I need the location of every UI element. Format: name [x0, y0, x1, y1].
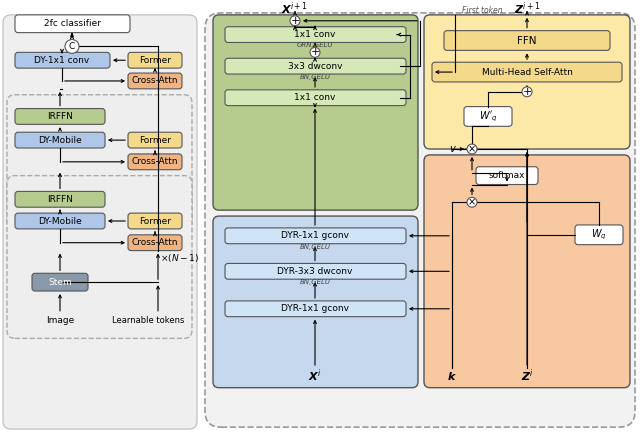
Text: v: v [449, 144, 455, 154]
Text: DYR-1x1 gconv: DYR-1x1 gconv [281, 304, 349, 313]
Text: Stem: Stem [48, 277, 72, 287]
Circle shape [522, 87, 532, 97]
FancyBboxPatch shape [128, 154, 182, 170]
Text: Cross-Attn: Cross-Attn [132, 157, 179, 166]
FancyBboxPatch shape [225, 90, 406, 106]
FancyBboxPatch shape [7, 95, 192, 230]
FancyBboxPatch shape [15, 52, 110, 68]
Text: ×: × [468, 197, 476, 207]
Text: +: + [522, 87, 532, 97]
FancyBboxPatch shape [225, 27, 406, 42]
FancyBboxPatch shape [15, 213, 105, 229]
Text: $\boldsymbol{Z}^{i+1}$: $\boldsymbol{Z}^{i+1}$ [514, 0, 540, 17]
Text: DY-Mobile: DY-Mobile [38, 135, 82, 145]
Text: $\boldsymbol{X}^{i+1}$: $\boldsymbol{X}^{i+1}$ [282, 0, 308, 17]
FancyBboxPatch shape [32, 273, 88, 291]
Text: IRFFN: IRFFN [47, 195, 73, 204]
Text: Cross-Attn: Cross-Attn [132, 238, 179, 247]
FancyBboxPatch shape [432, 62, 622, 82]
Text: DY-1x1 conv: DY-1x1 conv [35, 56, 90, 65]
Text: ×: × [468, 144, 476, 154]
Circle shape [467, 144, 477, 154]
Circle shape [290, 16, 300, 26]
FancyBboxPatch shape [3, 15, 197, 429]
Text: Former: Former [139, 216, 171, 225]
Text: DYR-1x1 gconv: DYR-1x1 gconv [281, 231, 349, 240]
FancyBboxPatch shape [424, 155, 630, 388]
FancyBboxPatch shape [444, 31, 610, 50]
FancyBboxPatch shape [213, 15, 418, 210]
Text: 3x3 dwconv: 3x3 dwconv [288, 62, 342, 71]
Text: +: + [310, 47, 320, 57]
FancyBboxPatch shape [575, 225, 623, 245]
Text: Multi-Head Self-Attn: Multi-Head Self-Attn [481, 68, 572, 76]
Text: +: + [291, 16, 300, 26]
Text: BN,GELU: BN,GELU [300, 244, 330, 250]
Text: $W'_q$: $W'_q$ [479, 109, 497, 124]
Circle shape [467, 198, 477, 207]
FancyBboxPatch shape [476, 167, 538, 184]
Text: Image: Image [46, 316, 74, 325]
FancyBboxPatch shape [128, 73, 182, 89]
FancyBboxPatch shape [15, 191, 105, 207]
FancyBboxPatch shape [15, 108, 105, 125]
Text: Learnable tokens: Learnable tokens [112, 316, 184, 325]
Text: $\boldsymbol{k}$: $\boldsymbol{k}$ [447, 370, 457, 382]
Text: C: C [69, 42, 75, 51]
FancyBboxPatch shape [225, 264, 406, 279]
FancyBboxPatch shape [128, 213, 182, 229]
Circle shape [310, 47, 320, 57]
FancyBboxPatch shape [424, 15, 630, 149]
Text: GRN,GELU: GRN,GELU [297, 42, 333, 49]
Text: BN,GELU: BN,GELU [300, 279, 330, 285]
FancyBboxPatch shape [15, 15, 130, 33]
Text: DYR-3x3 dwconv: DYR-3x3 dwconv [277, 267, 353, 276]
Text: $W_q$: $W_q$ [591, 228, 607, 242]
Text: Former: Former [139, 135, 171, 145]
Text: $\boldsymbol{X}^i$: $\boldsymbol{X}^i$ [308, 368, 322, 384]
Text: FFN: FFN [517, 35, 537, 45]
Text: Cross-Attn: Cross-Attn [132, 76, 179, 86]
Text: DY-Mobile: DY-Mobile [38, 216, 82, 225]
FancyBboxPatch shape [213, 216, 418, 388]
FancyBboxPatch shape [128, 132, 182, 148]
Text: 1x1 conv: 1x1 conv [294, 30, 336, 39]
FancyBboxPatch shape [205, 13, 635, 427]
FancyBboxPatch shape [464, 107, 512, 126]
FancyBboxPatch shape [225, 228, 406, 244]
FancyBboxPatch shape [15, 132, 105, 148]
Text: softmax: softmax [489, 171, 525, 180]
FancyBboxPatch shape [7, 176, 192, 338]
Text: 2fc classifier: 2fc classifier [44, 19, 100, 28]
Text: $\boldsymbol{Z}^i$: $\boldsymbol{Z}^i$ [521, 368, 533, 384]
FancyBboxPatch shape [225, 301, 406, 317]
Text: 1x1 conv: 1x1 conv [294, 93, 336, 102]
FancyBboxPatch shape [128, 52, 182, 68]
Circle shape [65, 39, 79, 53]
Text: Former: Former [139, 56, 171, 65]
Text: First token: First token [462, 7, 502, 15]
Text: BN,GELU: BN,GELU [300, 74, 330, 80]
FancyBboxPatch shape [128, 235, 182, 250]
Text: $\times(N-1)$: $\times(N-1)$ [160, 253, 199, 264]
FancyBboxPatch shape [225, 58, 406, 74]
Text: IRFFN: IRFFN [47, 112, 73, 121]
